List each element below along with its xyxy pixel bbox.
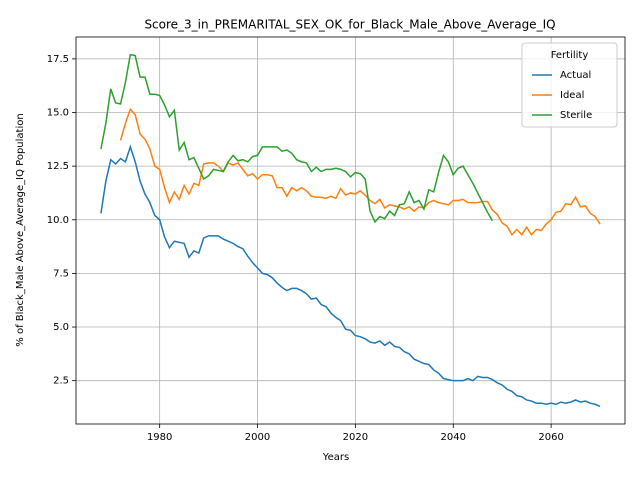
chart-title: Score_3_in_PREMARITAL_SEX_OK_for_Black_M… xyxy=(144,18,555,32)
legend-title: Fertility xyxy=(551,50,589,61)
legend: Fertility Actual Ideal Sterile xyxy=(521,42,618,128)
legend-label: Actual xyxy=(560,70,591,81)
y-tick-label: 17.5 xyxy=(47,54,69,65)
legend-label: Sterile xyxy=(560,110,592,121)
y-tick-label: 2.5 xyxy=(53,376,69,387)
x-axis-label: Years xyxy=(322,452,349,463)
y-tick-label: 7.5 xyxy=(53,268,69,279)
data-line xyxy=(100,53,494,224)
x-tick-label: 2060 xyxy=(538,432,563,443)
x-tick-label: 2040 xyxy=(441,432,466,443)
y-tick-label: 12.5 xyxy=(47,161,69,172)
y-tick-label: 10.0 xyxy=(47,215,69,226)
y-tick-label: 15.0 xyxy=(47,108,69,119)
y-axis-label: % of Black_Male Above_Average_IQ Populat… xyxy=(15,113,26,346)
legend-box xyxy=(521,42,618,128)
data-line xyxy=(119,107,601,237)
plot-frame xyxy=(75,36,626,425)
y-tick-label: 5.0 xyxy=(53,322,69,333)
x-tick-label: 2020 xyxy=(343,432,368,443)
x-tick-label: 1980 xyxy=(147,432,172,443)
x-tick-label: 2000 xyxy=(245,432,270,443)
legend-label: Ideal xyxy=(560,90,584,101)
data-line xyxy=(100,144,601,408)
